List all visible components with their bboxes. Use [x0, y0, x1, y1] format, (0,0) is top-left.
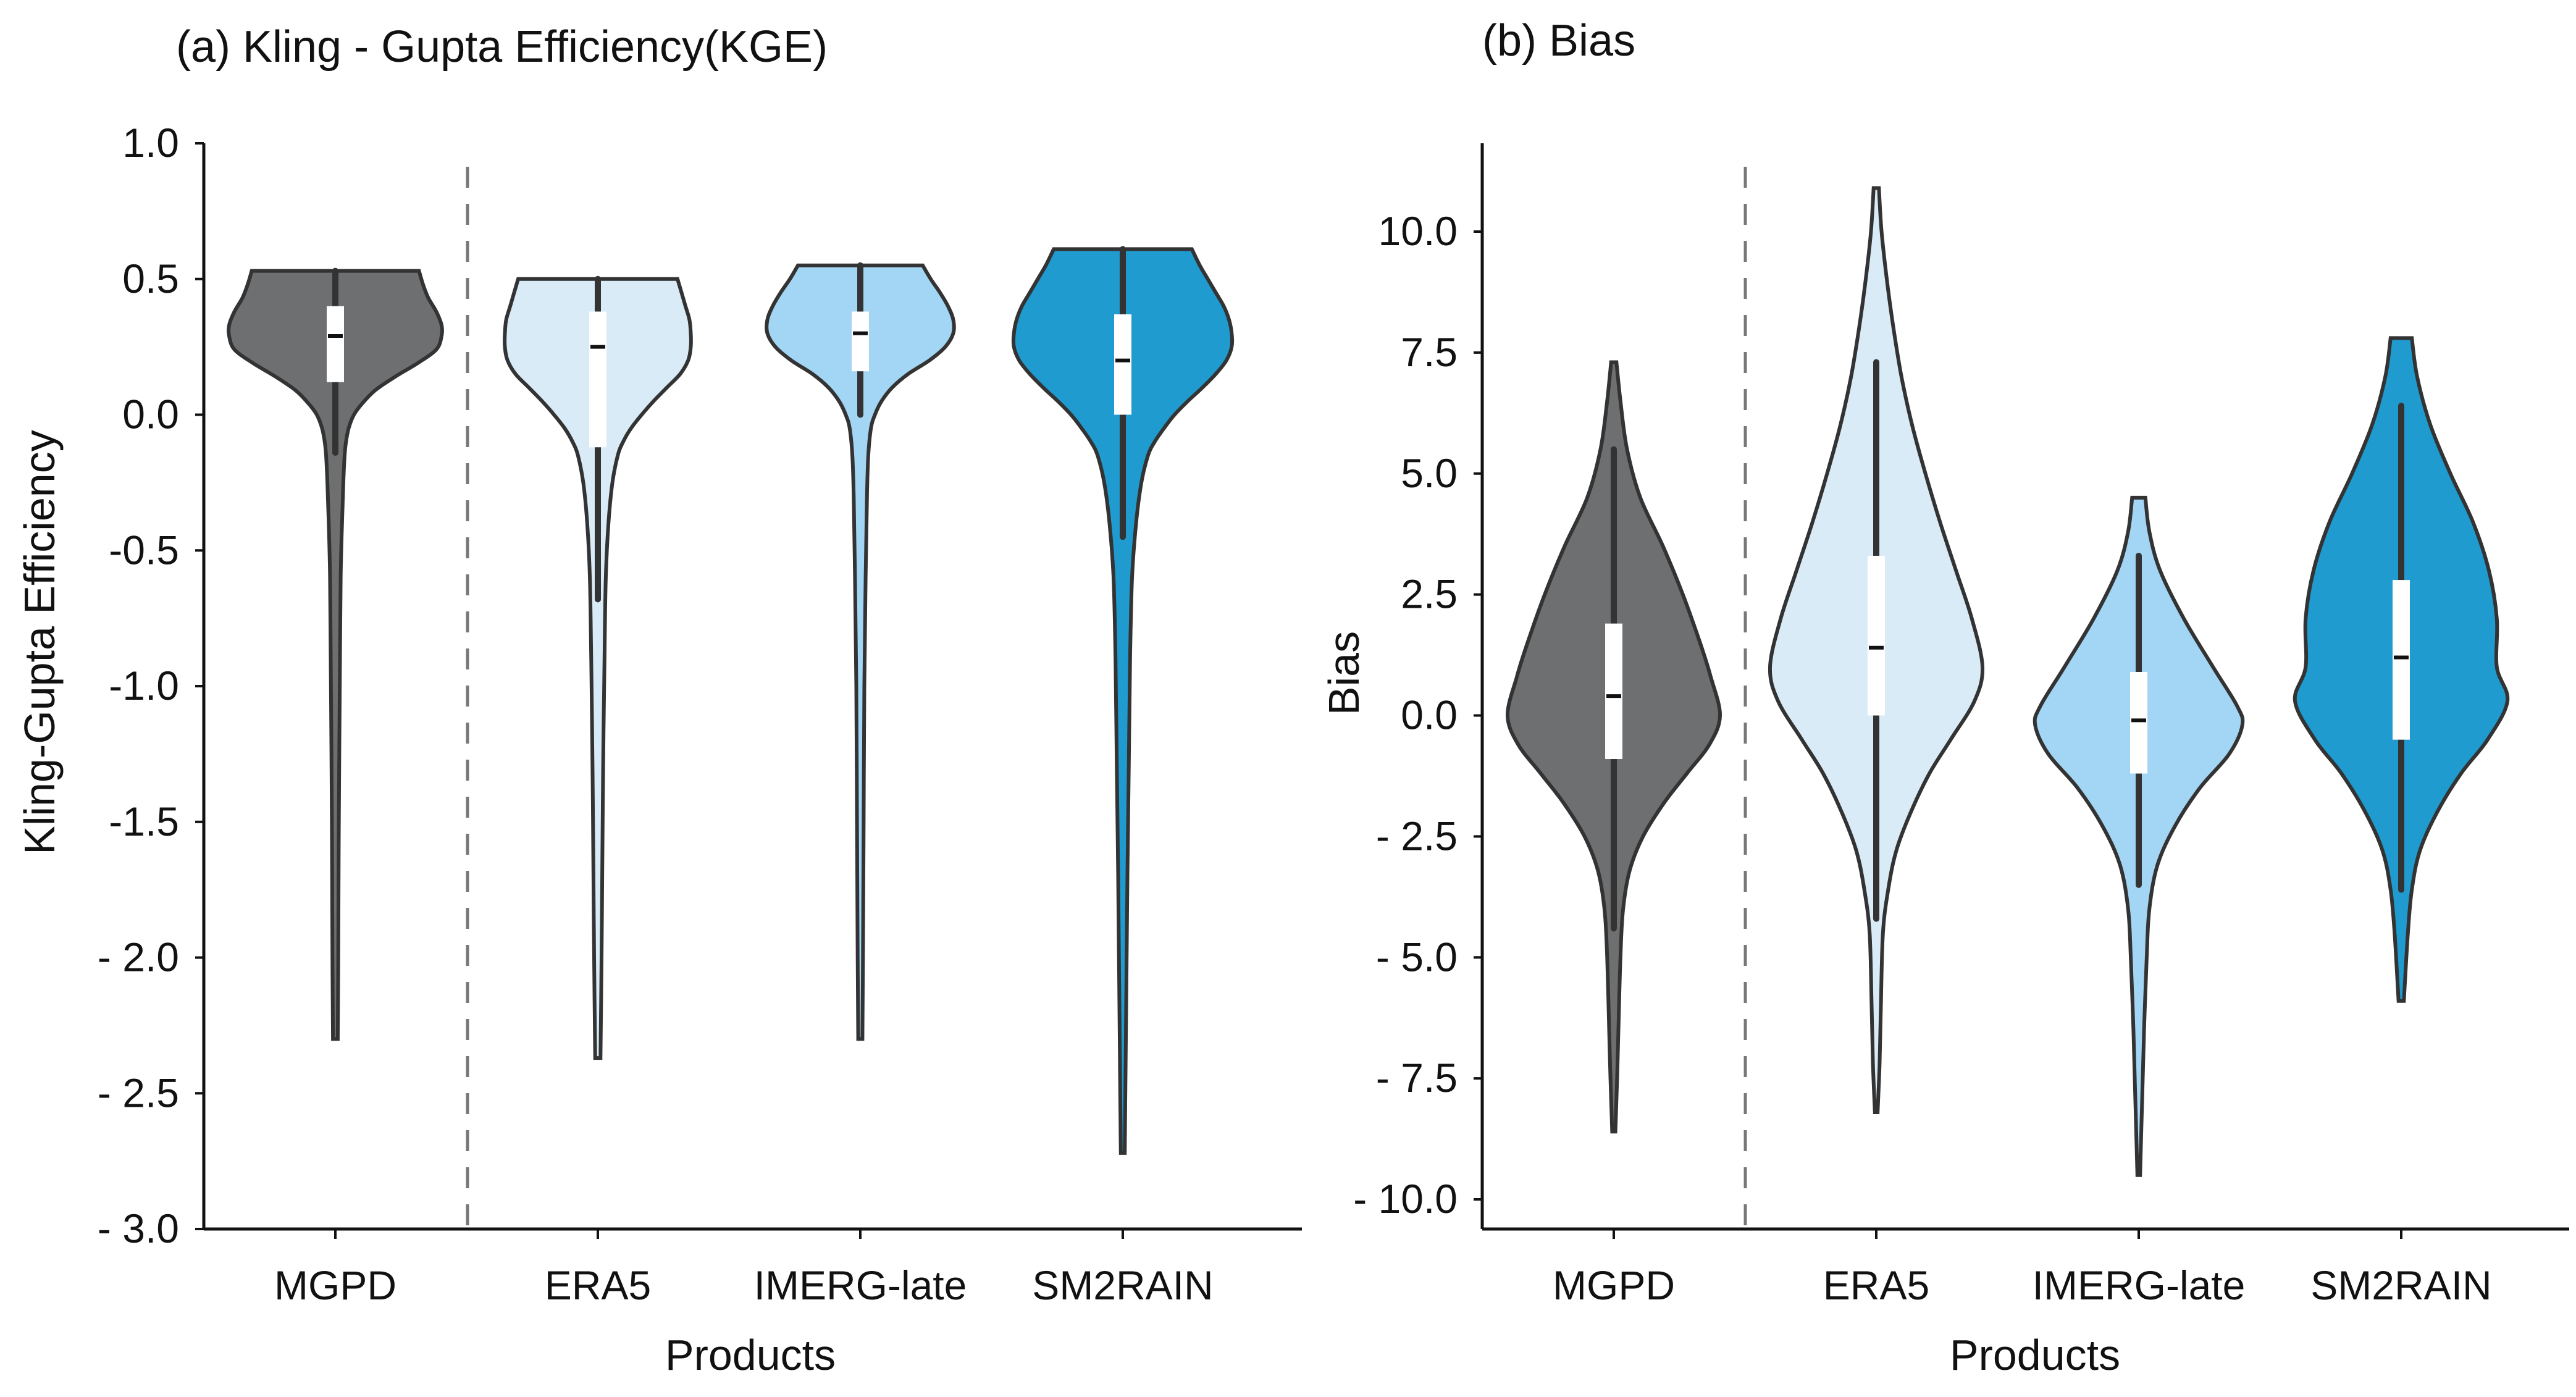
panel-b-ytick-label: - 2.5: [1376, 813, 1458, 858]
panel-a-y-ticks: 1.0 0.5 0.0 -0.5 -1.0 -1.5 - 2.0 - 2.5 - 3.0: [98, 120, 204, 1251]
panel-a-title: (a) Kling - Gupta Efficiency(KGE): [176, 22, 828, 72]
panel-b-xlabel: Products: [1950, 1331, 2120, 1379]
panel-a-xtick-label: IMERG-late: [754, 1262, 967, 1308]
panel-bias: (b) Bias Bias Products 10.0 7.5 5.0 2.5 0.0 -…: [1320, 16, 2569, 1379]
panel-a-violin-mgpd: [226, 267, 445, 1041]
panel-b-ytick-label: 0.0: [1401, 692, 1458, 738]
panel-a-violin-imerg-late: [765, 262, 956, 1041]
panel-a-ytick-label: 0.5: [122, 256, 179, 301]
violin-iqr-box: [2130, 671, 2147, 774]
panel-b-ytick-label: 7.5: [1401, 329, 1458, 375]
panel-b-y-ticks: 10.0 7.5 5.0 2.5 0.0 - 2.5 - 5.0 - 7.5 - 10.0: [1353, 208, 1482, 1222]
panel-a-violins: [226, 246, 1235, 1155]
panel-a-ytick-label: - 2.0: [98, 934, 179, 980]
panel-b-title: (b) Bias: [1482, 16, 1635, 65]
panel-a-ytick-label: -1.5: [109, 799, 179, 844]
panel-a-xtick-label: MGPD: [274, 1262, 396, 1308]
panel-b-x-ticks: MGPD ERA5 IMERG-late SM2RAIN: [1553, 1229, 2492, 1308]
panel-b-ytick-label: 10.0: [1378, 208, 1458, 254]
panel-a-ytick-label: -0.5: [109, 527, 179, 573]
violin-iqr-box: [852, 311, 869, 372]
panel-a-ytick-label: 1.0: [122, 120, 179, 166]
panel-b-xtick-label: IMERG-late: [2033, 1262, 2246, 1308]
panel-b-xtick-label: MGPD: [1553, 1262, 1675, 1308]
panel-b-xtick-label: SM2RAIN: [2310, 1262, 2491, 1308]
violin-body: [503, 277, 693, 1060]
violin-iqr-box: [2393, 580, 2410, 740]
panel-a-xlabel: Products: [665, 1331, 836, 1379]
panel-b-violins: [1505, 186, 2510, 1177]
panel-b-ytick-label: - 7.5: [1376, 1055, 1458, 1101]
violin-body: [226, 269, 445, 1041]
panel-a-ylabel: Kling-Gupta Efficiency: [15, 430, 64, 854]
panel-b-violin-imerg-late: [2033, 495, 2245, 1177]
panel-b-violin-mgpd: [1505, 360, 1722, 1134]
panel-a-ytick-label: - 2.5: [98, 1070, 179, 1115]
panel-a-violin-era5: [503, 275, 693, 1060]
panel-b-ytick-label: 2.5: [1401, 571, 1458, 617]
violin-iqr-box: [589, 311, 606, 448]
panel-a-violin-sm2rain: [1011, 246, 1235, 1155]
panel-b-ytick-label: - 5.0: [1376, 934, 1458, 980]
violin-iqr-box: [1114, 314, 1131, 415]
violin-iqr-box: [1605, 623, 1622, 760]
panel-kge: (a) Kling - Gupta Efficiency(KGE) Kling-…: [15, 22, 1302, 1379]
panel-b-ytick-label: 5.0: [1401, 450, 1458, 496]
violin-body: [1011, 247, 1235, 1155]
panel-b-xtick-label: ERA5: [1823, 1262, 1929, 1308]
panel-a-ytick-label: - 3.0: [98, 1206, 179, 1251]
panel-a-x-ticks: MGPD ERA5 IMERG-late SM2RAIN: [274, 1229, 1214, 1308]
violin-iqr-box: [1868, 555, 1885, 716]
panel-a-ytick-label: -1.0: [109, 663, 179, 708]
panel-a-xtick-label: SM2RAIN: [1032, 1262, 1213, 1308]
panel-a-xtick-label: ERA5: [545, 1262, 651, 1308]
panel-b-violin-sm2rain: [2293, 336, 2510, 1003]
panel-b-ytick-label: - 10.0: [1353, 1176, 1458, 1222]
panel-b-ylabel: Bias: [1320, 631, 1368, 715]
panel-a-ytick-label: 0.0: [122, 392, 179, 437]
panel-b-violin-era5: [1768, 186, 1985, 1114]
violin-iqr-box: [327, 306, 344, 382]
violin-body: [765, 263, 956, 1041]
